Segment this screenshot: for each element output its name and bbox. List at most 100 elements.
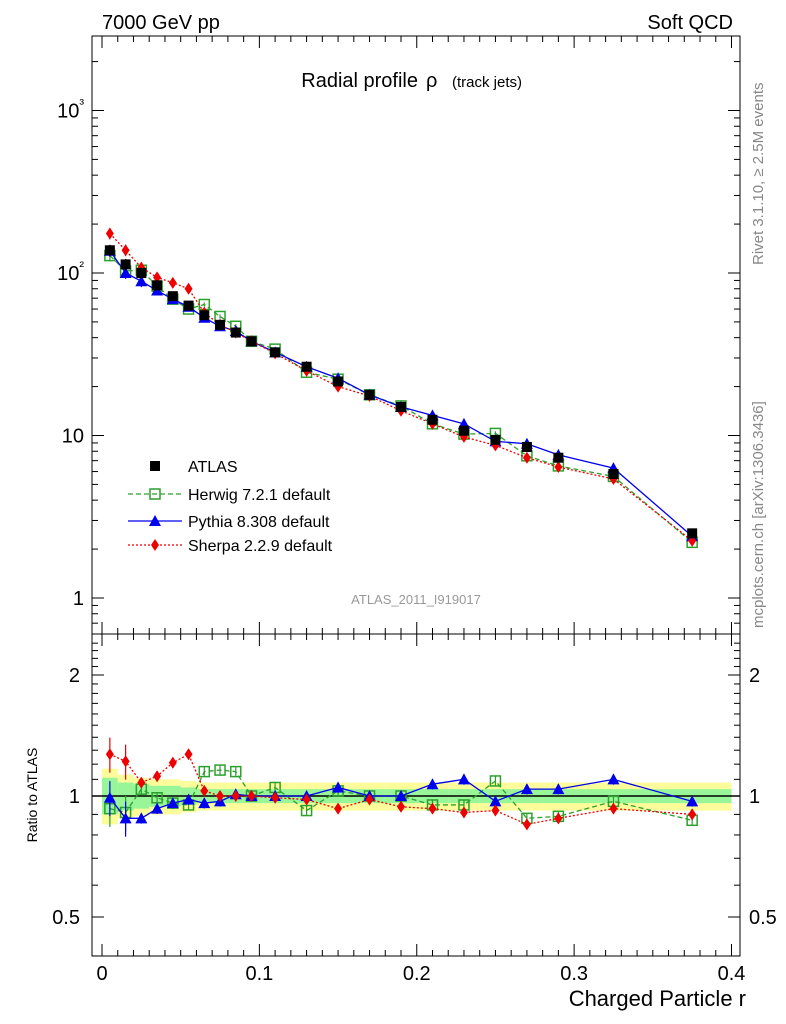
sherpa-point xyxy=(302,793,311,806)
legend-label: Herwig 7.2.1 default xyxy=(188,487,331,504)
sherpa-point xyxy=(554,460,563,473)
y-tick-label: 10 xyxy=(62,426,84,448)
sherpa-point xyxy=(428,802,437,815)
x-tick-label: 0.3 xyxy=(560,963,588,985)
sherpa-point xyxy=(153,770,162,783)
sherpa-line xyxy=(109,753,693,826)
pythia-point xyxy=(103,791,116,803)
sherpa-point xyxy=(609,802,618,815)
sherpa-point xyxy=(522,818,531,831)
y-tick-label: 0.5 xyxy=(52,907,80,929)
process-label: Soft QCD xyxy=(647,12,733,34)
y-tick-label-right: 2 xyxy=(749,665,760,687)
sherpa-point xyxy=(397,800,406,813)
sherpa-point xyxy=(491,804,500,817)
sherpa-point xyxy=(105,227,114,240)
ratio-panel: 0 0.1 0.2 0.3 0.4 0.5 0.5 1 1 2 2 Ratio to ATLAS C… xyxy=(24,633,777,1011)
pythia-point xyxy=(182,793,195,805)
sherpa-point xyxy=(247,790,256,802)
y-tick-exponent: ² xyxy=(79,258,84,274)
herwig-point xyxy=(230,765,242,778)
pythia-point xyxy=(135,275,148,287)
sherpa-point xyxy=(121,755,130,768)
atlas-point xyxy=(167,291,178,302)
legend-label: ATLAS xyxy=(188,459,238,476)
sherpa-point xyxy=(522,451,531,464)
pythia-point xyxy=(332,781,345,793)
main-title-symbol: ρ xyxy=(426,70,437,92)
pythia-point xyxy=(607,773,620,785)
x-axis-label: Charged Particle r xyxy=(569,986,746,1011)
atlas-point xyxy=(120,259,131,270)
legend: ATLAS Herwig 7.2.1 default Pythia 8.308 de… xyxy=(128,459,333,555)
pythia-point xyxy=(426,778,439,790)
atlas-point xyxy=(490,434,501,445)
herwig-point xyxy=(300,804,313,817)
atlas-point xyxy=(215,319,226,330)
energy-label: 7000 GeV pp xyxy=(102,12,220,34)
main-title: Radial profile xyxy=(301,70,418,92)
main-plot-content xyxy=(103,227,699,549)
herwig-point xyxy=(214,764,226,776)
y-tick-label-right: 1 xyxy=(749,786,760,808)
atlas-point xyxy=(333,376,344,387)
pythia-point xyxy=(119,812,132,824)
sherpa-point xyxy=(200,784,209,797)
atlas-point xyxy=(458,425,469,436)
pythia-point xyxy=(166,797,179,809)
sherpa-point xyxy=(184,282,193,295)
sherpa-point xyxy=(231,790,240,802)
ratio-frame xyxy=(91,633,741,957)
herwig-line xyxy=(109,255,693,543)
legend-marker xyxy=(151,539,159,551)
pythia-point xyxy=(119,267,132,278)
atlas-point xyxy=(687,528,698,539)
sherpa-point xyxy=(216,790,225,802)
sherpa-point xyxy=(121,244,130,257)
ratio-ylabel: Ratio to ATLAS xyxy=(24,748,40,843)
atlas-point xyxy=(553,452,564,463)
atlas-point xyxy=(183,300,194,311)
y-tick-label: 1 xyxy=(73,588,84,610)
y-tick-label: 10³ xyxy=(57,96,84,123)
x-tick-label: 0.1 xyxy=(245,963,273,985)
sherpa-point xyxy=(688,808,697,821)
legend-marker xyxy=(150,461,160,471)
x-tick-label: 0.2 xyxy=(403,963,431,985)
sherpa-point xyxy=(271,791,280,804)
sherpa-point xyxy=(137,776,146,789)
pythia-line xyxy=(109,778,693,819)
pythia-point xyxy=(135,812,148,824)
legend-marker xyxy=(149,488,161,500)
ratio-ticks: 0 0.1 0.2 0.3 0.4 0.5 0.5 1 1 2 2 xyxy=(52,642,777,985)
pythia-point xyxy=(489,795,502,807)
sherpa-point xyxy=(365,793,374,806)
pythia-point xyxy=(552,783,565,795)
herwig-line xyxy=(109,769,693,821)
pythia-point xyxy=(198,797,211,809)
y-tick-label: 10² xyxy=(57,258,84,285)
pythia-point xyxy=(686,795,699,807)
mcplots-label: mcplots.cern.ch [arXiv:1306.3436] xyxy=(750,401,767,628)
sherpa-point xyxy=(168,276,177,289)
ratio-plot-content xyxy=(92,737,740,837)
atlas-point xyxy=(104,245,115,256)
sherpa-line xyxy=(109,233,693,542)
atlas-point xyxy=(608,468,619,479)
y-tick-label: 1 xyxy=(69,786,80,808)
x-tick-label: 0.4 xyxy=(718,963,746,985)
atlas-point xyxy=(270,347,281,358)
atlas-point xyxy=(427,414,438,425)
atlas-point xyxy=(199,310,210,321)
main-ticks: 1 10 10² 10³ xyxy=(57,36,740,646)
y-tick-exponent: ³ xyxy=(79,96,84,112)
x-tick-label: 0 xyxy=(96,963,107,985)
sherpa-point xyxy=(334,802,343,815)
atlas-point xyxy=(364,389,375,400)
sherpa-point xyxy=(105,748,114,761)
atlas-point xyxy=(301,361,312,372)
sherpa-point xyxy=(459,806,468,819)
herwig-point xyxy=(489,775,502,787)
legend-marker xyxy=(149,515,161,526)
